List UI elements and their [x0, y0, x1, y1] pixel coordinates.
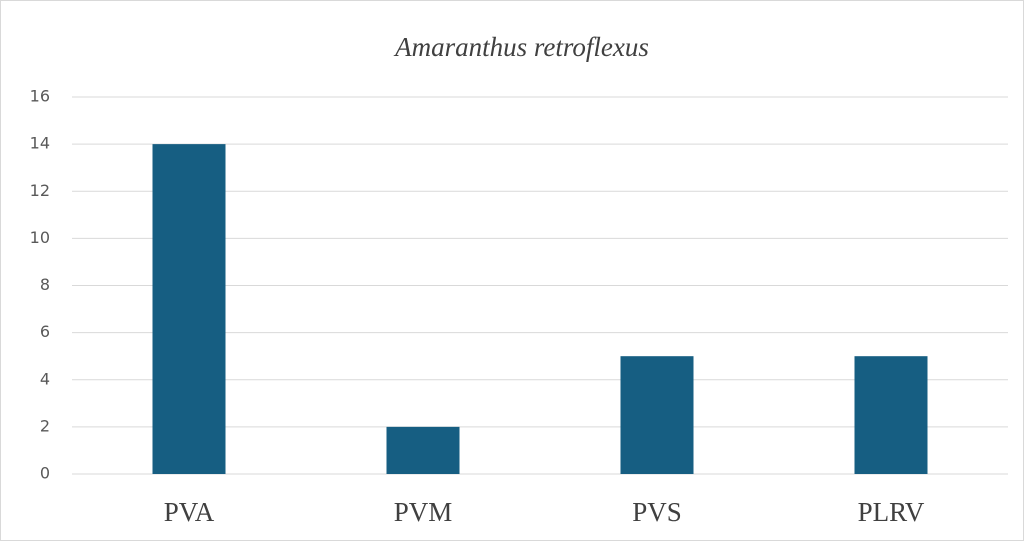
y-tick-label: 16 — [30, 87, 50, 106]
y-tick-label: 14 — [30, 134, 50, 153]
bar — [386, 426, 460, 474]
y-tick-label: 10 — [30, 228, 50, 247]
y-tick-label: 2 — [40, 416, 50, 435]
x-tick-label: PVS — [632, 497, 682, 527]
y-tick-label: 0 — [40, 464, 50, 483]
chart-title: Amaranthus retroflexus — [393, 32, 649, 62]
y-tick-label: 6 — [40, 322, 50, 341]
x-tick-label: PVM — [394, 497, 453, 527]
x-tick-label: PVA — [164, 497, 215, 527]
bar — [152, 144, 226, 474]
x-tick-label: PLRV — [858, 497, 925, 527]
y-tick-label: 8 — [40, 275, 50, 294]
y-tick-label: 12 — [30, 181, 50, 200]
bar — [620, 356, 694, 474]
bar — [854, 356, 928, 474]
y-tick-label: 4 — [40, 369, 50, 388]
